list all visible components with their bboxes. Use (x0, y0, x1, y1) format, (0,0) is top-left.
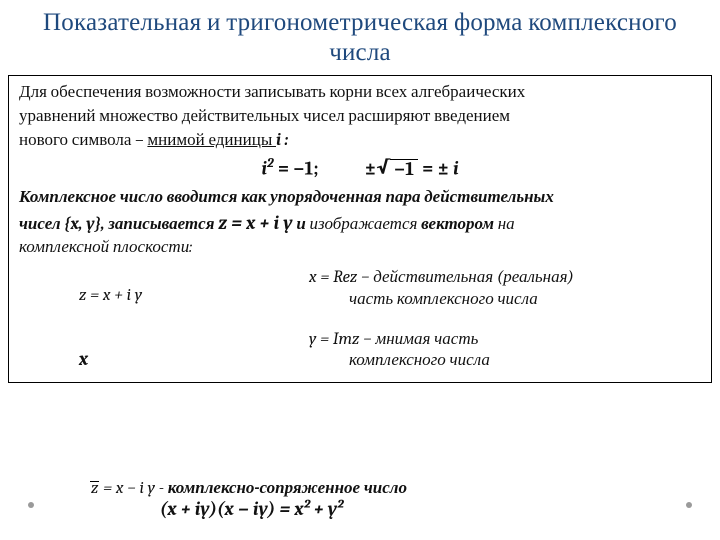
pm-1: ± (365, 158, 376, 180)
footer-dot-left-icon (28, 502, 34, 508)
equation-i-squared: i2 = −1; ±−1 = ± i (19, 155, 701, 181)
intro-line-2: уравнений множество действительных чисел… (19, 106, 701, 128)
i2-exp: 2 (267, 156, 274, 171)
z-expression: z = x + i y (218, 212, 292, 234)
intro-pre: нового символа – (19, 131, 147, 150)
def-c: изображается (310, 215, 422, 234)
intro-line-1: Для обеспечения возможности записывать к… (19, 82, 701, 104)
rez-eq: x = Rez (309, 268, 357, 287)
def-post: и (293, 215, 310, 234)
bottom-block: z = x − i y - комплексно-сопряженное чис… (0, 478, 720, 520)
definition-line-2: чисел {x, y}, записывается z = x + i y и… (19, 211, 701, 236)
conjugate-line: z = x − i y - комплексно-сопряженное чис… (0, 478, 720, 498)
eq-sign: = (418, 158, 438, 180)
real-part-right: x = Rez − действительная (реальная) част… (309, 267, 701, 311)
imz-line: y = Imz − мнимая часть (309, 329, 701, 351)
x-symbol: x (79, 348, 88, 370)
def-mid: , записывается (101, 215, 218, 234)
conj-expr: = x − i y (99, 479, 155, 498)
z-formula: z = x + i y (79, 286, 142, 305)
def-vector: вектором (421, 215, 494, 234)
imz-eq: y = Imz (309, 330, 359, 349)
definition-line-3: комплексной плоскости: (19, 237, 701, 259)
radicand: −1 (390, 159, 418, 179)
slide-title: Показательная и тригонометрическая форма… (0, 0, 720, 71)
z-bar: z (90, 479, 99, 498)
x-only: x (19, 329, 309, 372)
conj-label: комплексно-сопряженное число (168, 479, 407, 498)
result-i: i (453, 158, 459, 180)
imaginary-unit-label: мнимой единицы (147, 131, 276, 150)
imag-part-row: x y = Imz − мнимая часть комплексного чи… (19, 329, 701, 373)
rez-sub: часть комплексного числа (309, 289, 701, 311)
def-e: на (494, 215, 515, 234)
pm-2: ± (438, 158, 453, 180)
i2-rhs-a: = −1; (274, 158, 323, 180)
imz-dash: − мнимая часть (359, 330, 478, 349)
rez-line: x = Rez − действительная (реальная) (309, 267, 701, 289)
def-pre: чисел (19, 215, 64, 234)
product-identity: (x + iy)(x − iy) = x² + y² (0, 498, 720, 520)
real-part-row: z = x + i y x = Rez − действительная (ре… (19, 267, 701, 311)
footer-dot-right-icon (686, 502, 692, 508)
slide: Показательная и тригонометрическая форма… (0, 0, 720, 540)
imag-part-right: y = Imz − мнимая часть комплексного числ… (309, 329, 701, 373)
rez-dash: − действительная (реальная) (357, 268, 574, 287)
imz-sub: комплексного числа (309, 350, 701, 372)
content-box: Для обеспечения возможности записывать к… (8, 75, 712, 383)
intro-line-3: нового символа – мнимой единицы i : (19, 130, 701, 152)
z-formula-left: z = x + i y (19, 267, 309, 307)
definition-line-1: Комплексное число вводится как упорядоче… (19, 187, 701, 209)
i-symbol-colon: i : (276, 131, 288, 150)
pair-xy: {x, y} (64, 215, 101, 234)
sqrt-minus-one: −1 (376, 157, 418, 181)
conj-dash: - (155, 479, 168, 498)
